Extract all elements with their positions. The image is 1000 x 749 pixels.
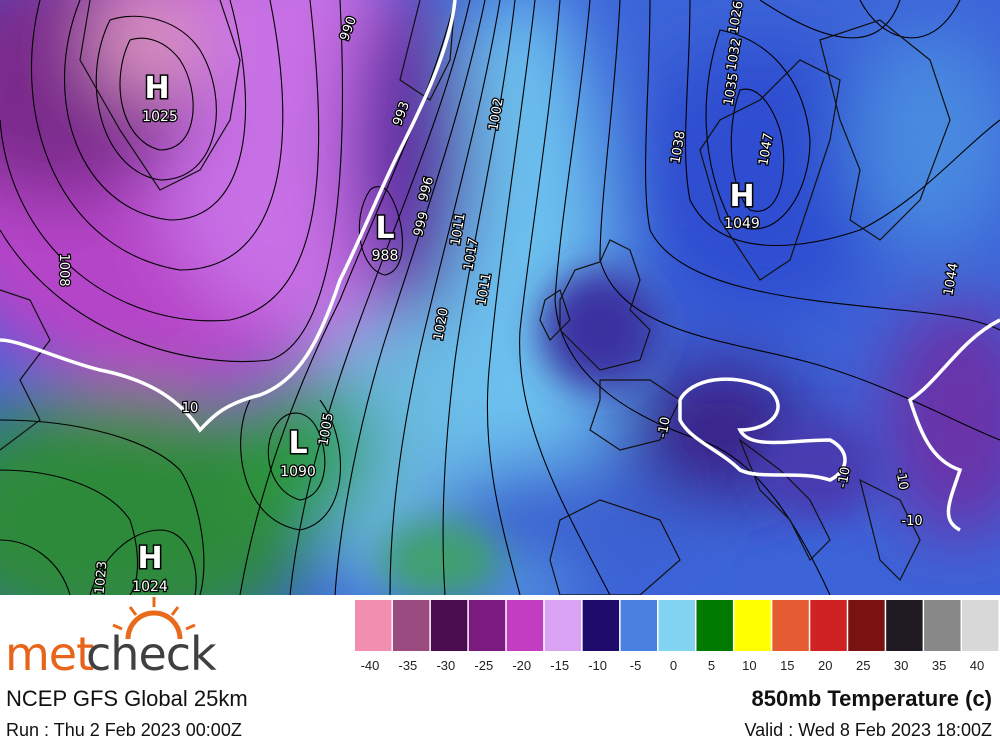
contour-label: 1035 xyxy=(721,72,742,107)
scale-label: 10 xyxy=(742,658,756,673)
contour-label: -10 xyxy=(892,468,910,492)
contour-label: 1038 xyxy=(668,130,689,165)
scale-label: 20 xyxy=(818,658,832,673)
pressure-symbol: H xyxy=(144,71,169,106)
scale-label: -40 xyxy=(361,658,380,673)
color-swatch xyxy=(848,600,885,651)
color-swatch xyxy=(886,600,923,651)
color-swatch xyxy=(506,600,544,651)
weather-map: H1025L988H1049L1090H10249901008993996999… xyxy=(0,0,1000,595)
scale-label: 0 xyxy=(670,658,677,673)
pressure-value: 988 xyxy=(372,248,399,264)
contour-label: -10 xyxy=(835,466,853,490)
contour-label: 1002 xyxy=(486,97,507,132)
contour-label: 1047 xyxy=(756,132,777,167)
run-time: Run : Thu 2 Feb 2023 00:00Z xyxy=(6,720,242,740)
scale-label: 5 xyxy=(708,658,715,673)
pressure-value: 1090 xyxy=(280,464,316,480)
pressure-symbol: H xyxy=(137,541,162,576)
scale-label: 30 xyxy=(894,658,908,673)
scale-label: 25 xyxy=(856,658,870,673)
product-title: 850mb Temperature (c) xyxy=(751,686,992,711)
contour-label: 1008 xyxy=(56,253,71,286)
contour-label: 10 xyxy=(182,401,199,416)
isotherm-minus-10 xyxy=(0,0,1000,532)
contour-label: 1026 xyxy=(726,0,747,35)
contour-label: 1023 xyxy=(93,561,111,595)
color-swatch xyxy=(962,600,999,651)
color-swatch xyxy=(468,600,506,651)
scale-label: -35 xyxy=(399,658,418,673)
contour-label: 1017 xyxy=(461,237,482,272)
contour-label: 1011 xyxy=(474,272,495,307)
color-swatch xyxy=(355,600,392,651)
logo-met: met xyxy=(5,627,93,681)
pressure-value: 1025 xyxy=(142,109,178,125)
pressure-symbol: L xyxy=(375,211,394,246)
scale-label: -15 xyxy=(550,658,569,673)
scale-label: -10 xyxy=(588,658,607,673)
scale-label: 35 xyxy=(932,658,946,673)
contour-label: -10 xyxy=(655,416,673,440)
scale-label: -25 xyxy=(474,658,493,673)
isobars xyxy=(0,0,1000,595)
color-swatch xyxy=(924,600,961,651)
color-swatch xyxy=(544,600,582,651)
color-swatch xyxy=(696,600,733,651)
pressure-value: 1049 xyxy=(724,216,760,232)
logo-check: check xyxy=(86,627,217,681)
valid-time: Valid : Wed 8 Feb 2023 18:00Z xyxy=(744,720,993,740)
contour-label: 1005 xyxy=(316,412,337,447)
metcheck-logo: met check xyxy=(5,597,218,681)
scale-label: 40 xyxy=(970,658,984,673)
sun-icon xyxy=(112,597,196,640)
color-swatch xyxy=(734,600,771,651)
scale-label: -20 xyxy=(512,658,531,673)
color-swatch xyxy=(658,600,695,651)
contour-label: -10 xyxy=(901,514,922,529)
color-scale xyxy=(355,600,999,651)
contour-label: 1044 xyxy=(941,262,962,297)
coastlines xyxy=(0,0,951,595)
model-name: NCEP GFS Global 25km xyxy=(6,686,248,711)
pressure-symbol: H xyxy=(729,179,754,214)
color-swatch xyxy=(620,600,658,651)
pressure-symbol: L xyxy=(288,426,307,461)
color-swatch xyxy=(772,600,809,651)
contour-label: 1032 xyxy=(724,37,745,72)
color-swatch xyxy=(810,600,847,651)
color-swatch xyxy=(430,600,468,651)
contour-label: 1011 xyxy=(448,212,469,247)
scale-label: -30 xyxy=(436,658,455,673)
pressure-value: 1024 xyxy=(132,579,168,595)
contour-label: 1020 xyxy=(431,307,452,342)
color-swatch xyxy=(392,600,430,651)
scale-label: 15 xyxy=(780,658,794,673)
temperature-detail xyxy=(380,270,880,595)
scale-label: -5 xyxy=(630,658,642,673)
legend-panel: met check -40 -35 -30 -25 -20 -15 -10 -5 0 5 10 15 2… xyxy=(5,597,999,681)
color-swatch xyxy=(582,600,620,651)
